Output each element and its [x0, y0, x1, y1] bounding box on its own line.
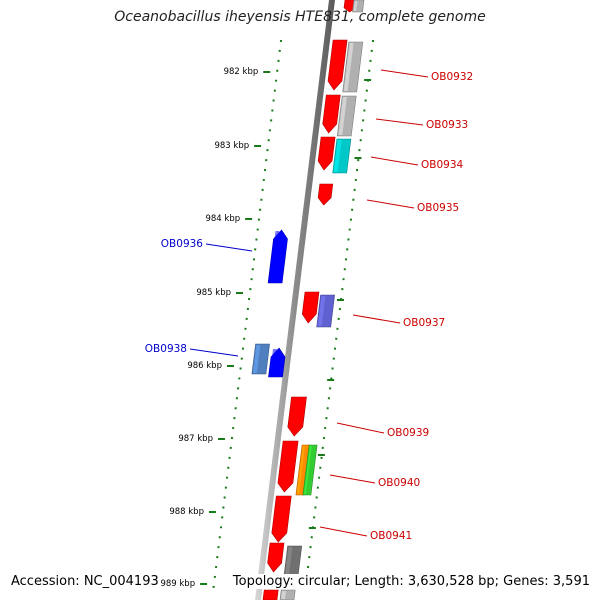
- gene-highlight: [253, 345, 261, 373]
- gene-label: OB0941: [370, 530, 412, 542]
- gene-highlight: [329, 41, 338, 81]
- gene-highlight: [268, 544, 275, 563]
- gene-highlight: [270, 231, 280, 274]
- genome-backbone: [255, 0, 335, 600]
- gene-label: OB0932: [431, 71, 473, 83]
- leader-line: [352, 314, 401, 324]
- gene-highlight: [288, 398, 297, 427]
- gene-highlight: [270, 349, 277, 368]
- right-ruler-dotted-line: [304, 39, 375, 591]
- gene-highlight: [319, 138, 326, 161]
- scale-tick-label: 982 kbp: [224, 67, 259, 77]
- gene-highlight: [323, 96, 332, 124]
- gene-label: OB0936: [161, 238, 204, 250]
- genome-summary-text: Topology: circular; Length: 3,630,528 bp…: [230, 574, 592, 589]
- gene-highlight: [319, 185, 325, 198]
- scale-tick-label: 986 kbp: [187, 361, 222, 371]
- forward-gene-arrow: [277, 440, 299, 493]
- gene-label: OB0939: [387, 427, 429, 439]
- gene-label: OB0934: [421, 159, 464, 171]
- leader-line: [336, 422, 385, 434]
- leader-line: [319, 526, 368, 537]
- leader-line: [375, 118, 424, 126]
- gene-label: OB0933: [426, 119, 468, 131]
- scale-ticks: 982 kbp 983 kbp 984 kbp 985 kbp 986 kbp 987 k…: [160, 67, 372, 589]
- gene-highlight: [343, 43, 354, 91]
- scale-tick-label: 984 kbp: [205, 214, 240, 224]
- gene-label: OB0937: [403, 317, 445, 329]
- left-ruler-dotted-line: [212, 39, 283, 591]
- genome-title: Oceanobacillus iheyensis HTE831, complet…: [114, 9, 486, 25]
- leader-line: [205, 243, 253, 252]
- gene-highlight: [333, 140, 342, 172]
- ruler-dotted-lines: [212, 39, 375, 591]
- gene-highlight: [353, 1, 358, 11]
- label-leader-lines: [189, 69, 429, 537]
- scale-tick-label: 987 kbp: [178, 434, 213, 444]
- gene-highlight: [303, 293, 310, 314]
- leader-line: [380, 69, 429, 78]
- gene-highlight: [281, 591, 286, 599]
- gene-highlight: [278, 442, 289, 483]
- gene-highlight: [284, 547, 293, 579]
- scale-tick-label: 983 kbp: [214, 141, 249, 151]
- scale-tick-label: 985 kbp: [196, 288, 231, 298]
- gene-highlight: [345, 1, 350, 8]
- leader-line: [370, 156, 419, 166]
- leader-line: [329, 474, 376, 484]
- gene-label: OB0938: [145, 343, 187, 355]
- gene-label: OB0935: [417, 202, 459, 214]
- gene-highlight: [297, 446, 305, 494]
- leader-line: [189, 348, 239, 357]
- gene-label: OB0940: [378, 477, 420, 489]
- gene-highlight: [272, 497, 282, 533]
- scale-tick-label: 989 kbp: [160, 579, 195, 589]
- gene-highlight: [317, 296, 326, 326]
- gene-highlight: [338, 97, 347, 135]
- accession-text: Accession: NC_004193: [9, 574, 161, 589]
- genes: [251, 0, 365, 601]
- reverse-gene-arrow: [268, 347, 286, 378]
- scale-tick-label: 988 kbp: [169, 507, 204, 517]
- leader-line: [366, 199, 415, 209]
- gene-highlight: [264, 591, 269, 599]
- gene-labels: OB0932 OB0933 OB0934 OB0935 OB0937 OB0939 OB09…: [145, 71, 473, 542]
- gene-highlight: [304, 446, 312, 494]
